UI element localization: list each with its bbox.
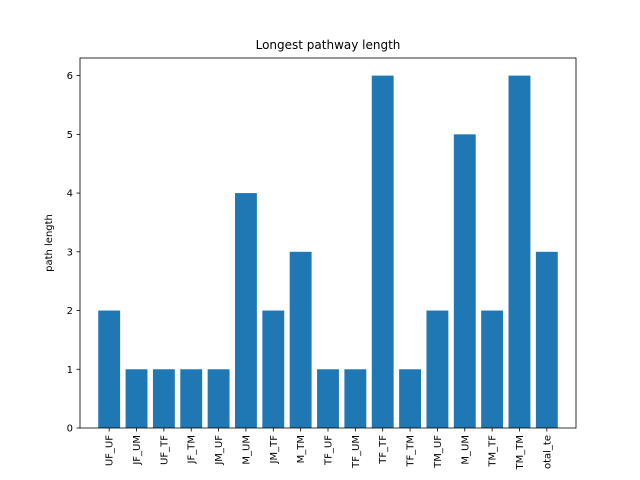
x-tick-label-10: TF_TF — [378, 435, 389, 465]
bar-5 — [235, 193, 257, 428]
bar-8 — [317, 369, 339, 428]
bar-14 — [481, 310, 504, 428]
y-tick-label-2: 2 — [67, 306, 73, 317]
x-tick-label-3: JF_TM — [187, 435, 198, 464]
x-tick-label-6: JM_TF — [269, 435, 280, 465]
bar-4 — [207, 369, 230, 428]
x-tick-label-1: JF_UM — [132, 435, 143, 466]
x-tick-label-12: TM_UF — [433, 435, 444, 469]
x-tick-label-13: M_UM — [460, 435, 471, 465]
bar-1 — [125, 369, 148, 428]
x-tick-label-15: TM_TM — [515, 435, 526, 470]
bar-6 — [262, 310, 285, 428]
bar-10 — [371, 75, 394, 429]
x-tick-label-16: otal_te — [542, 435, 553, 469]
y-axis-label: path length — [44, 214, 55, 272]
bar-2 — [152, 369, 175, 428]
y-tick-label-1: 1 — [67, 365, 73, 376]
bar-16 — [535, 251, 558, 428]
x-tick-label-14: TM_TF — [488, 435, 499, 468]
x-tick-label-11: TF_TM — [406, 435, 417, 468]
bar-7 — [289, 251, 312, 428]
y-tick-label-0: 0 — [67, 424, 73, 435]
bar-12 — [426, 310, 449, 428]
x-tick-label-7: M_TM — [296, 435, 307, 463]
x-tick-label-4: JM_UF — [214, 435, 225, 466]
bar-15 — [508, 75, 531, 429]
chart-title: Longest pathway length — [256, 38, 401, 52]
x-axis: UF_UF JF_UM UF_TF JF_TM JM_UF M_UM JM_TF M_TM TF… — [105, 428, 553, 470]
y-tick-label-5: 5 — [67, 130, 73, 141]
y-tick-label-4: 4 — [67, 189, 73, 200]
bar-3 — [180, 369, 203, 428]
bar-13 — [453, 134, 476, 428]
x-tick-label-8: TF_UF — [324, 435, 335, 466]
bar-9 — [344, 369, 367, 428]
bar-0 — [98, 310, 121, 428]
y-tick-label-6: 6 — [67, 71, 73, 82]
x-tick-label-0: UF_UF — [105, 435, 116, 466]
y-tick-label-3: 3 — [67, 247, 73, 258]
x-tick-label-9: TF_UM — [351, 435, 362, 469]
bars-group — [98, 75, 558, 429]
x-tick-label-2: UF_TF — [159, 435, 170, 465]
bar-11 — [399, 369, 421, 428]
x-tick-label-5: M_UM — [241, 435, 252, 465]
y-axis: 0 1 2 3 4 5 6 — [67, 71, 80, 435]
